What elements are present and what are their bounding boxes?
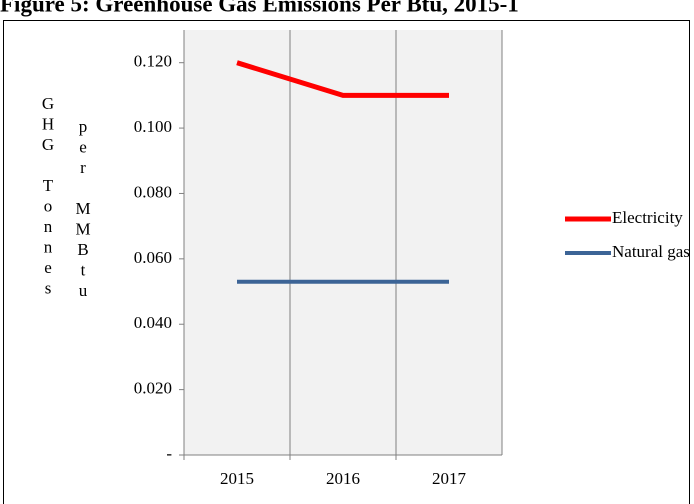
- legend-label: Natural gas: [612, 242, 690, 261]
- plot-area: [184, 30, 502, 455]
- y-tick-label: 0.100: [134, 117, 172, 136]
- y-tick-label: -: [166, 444, 172, 463]
- y-tick-label: 0.060: [134, 248, 172, 267]
- y-tick-label: 0.020: [134, 379, 172, 398]
- y-tick-label: 0.040: [134, 313, 172, 332]
- legend-label: Electricity: [612, 208, 683, 227]
- chart-title: Figure 5: Greenhouse Gas Emissions Per B…: [0, 0, 519, 16]
- series-line: [236, 60, 449, 98]
- y-tick-label: 0.080: [134, 182, 172, 201]
- x-tick-label: 2015: [220, 469, 254, 488]
- y-tick-label: 0.120: [134, 52, 172, 71]
- frame: [3, 20, 690, 504]
- x-tick-label: 2016: [326, 469, 360, 488]
- x-tick-label: 2017: [432, 469, 467, 488]
